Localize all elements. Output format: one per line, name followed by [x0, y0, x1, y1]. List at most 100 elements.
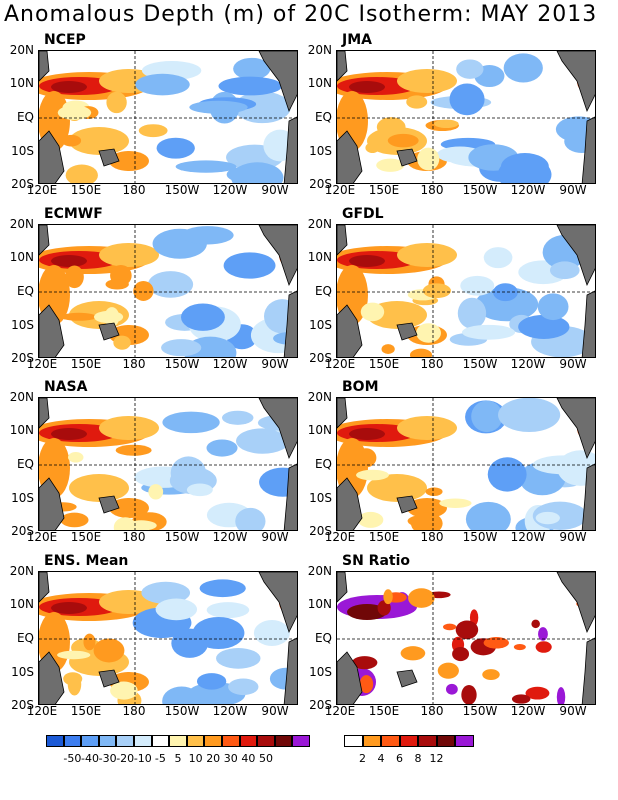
longitude-tick: 90W: [559, 530, 587, 544]
map-panel: [38, 50, 298, 184]
colorbar-swatch: [98, 735, 117, 747]
snr-colorbar: [344, 735, 474, 747]
map-panel: [336, 224, 596, 358]
longitude-tick: 150W: [164, 183, 200, 197]
anomaly-field: [337, 225, 595, 357]
latitude-tick: 10S: [309, 144, 332, 158]
latitude-tick: 20N: [307, 217, 332, 231]
latitude-tick: 10S: [11, 665, 34, 679]
colorbar-swatch: [46, 735, 64, 747]
latitude-tick: 20N: [9, 217, 34, 231]
longitude-tick: 150W: [462, 183, 498, 197]
map-panel: [336, 50, 596, 184]
colorbar-swatch: [436, 735, 455, 747]
colorbar-swatch: [362, 735, 381, 747]
colorbar-swatch: [381, 735, 400, 747]
latitude-tick: 10N: [9, 76, 34, 90]
latitude-tick: 20S: [11, 351, 34, 365]
colorbar-swatch: [81, 735, 99, 747]
longitude-tick: 180: [122, 530, 146, 544]
latitude-tick: 20S: [11, 524, 34, 538]
colorbar-swatch: [399, 735, 418, 747]
colorbar-label: -40: [81, 752, 99, 765]
latitude-tick: 20N: [307, 43, 332, 57]
latitude-tick: 10S: [309, 318, 332, 332]
longitude-tick: 150W: [462, 357, 498, 371]
latitude-tick: 10N: [307, 597, 332, 611]
longitude-tick: 90W: [559, 183, 587, 197]
latitude-tick: 20N: [9, 390, 34, 404]
colorbar-label: 40: [241, 752, 256, 765]
latitude-tick: 10N: [9, 250, 34, 264]
panel-title: ENS. Mean: [44, 553, 129, 569]
colorbar-swatch: [455, 735, 474, 747]
longitude-tick: 120E: [324, 704, 356, 718]
latitude-tick: 20S: [11, 177, 34, 191]
colorbar-swatch: [418, 735, 437, 747]
colorbar-swatch: [63, 735, 82, 747]
anomaly-field: [39, 398, 297, 530]
colorbar-label: 10: [188, 752, 203, 765]
panel-title: JMA: [342, 32, 372, 48]
longitude-tick: 180: [420, 530, 444, 544]
map-panel: [336, 571, 596, 705]
longitude-tick: 150E: [70, 704, 102, 718]
latitude-tick: EQ: [16, 631, 34, 645]
colorbar-label: -20: [116, 752, 135, 765]
colorbar-swatch: [151, 735, 170, 747]
longitude-tick: 150W: [164, 704, 200, 718]
longitude-tick: 120W: [510, 357, 546, 371]
latitude-tick: 10S: [309, 665, 332, 679]
latitude-tick: 10N: [307, 76, 332, 90]
longitude-tick: 150W: [462, 704, 498, 718]
longitude-tick: 120E: [324, 183, 356, 197]
latitude-tick: 20S: [11, 698, 34, 712]
longitude-tick: 90W: [261, 183, 289, 197]
longitude-tick: 180: [122, 704, 146, 718]
colorbar-label: 8: [414, 752, 422, 765]
longitude-tick: 90W: [559, 704, 587, 718]
latitude-tick: 10N: [307, 423, 332, 437]
latitude-tick: EQ: [16, 284, 34, 298]
colorbar-swatch: [292, 735, 310, 747]
latitude-tick: EQ: [314, 110, 332, 124]
colorbar-swatch: [116, 735, 134, 747]
longitude-tick: 180: [122, 357, 146, 371]
colorbar-label: 50: [259, 752, 273, 765]
colorbar-swatch: [274, 735, 293, 747]
latitude-tick: 10N: [9, 423, 34, 437]
longitude-tick: 120W: [212, 357, 248, 371]
longitude-tick: 120W: [212, 530, 248, 544]
colorbar-swatch: [257, 735, 275, 747]
colorbar-swatch: [221, 735, 240, 747]
colorbar-label: 4: [377, 752, 385, 765]
latitude-tick: 10N: [9, 597, 34, 611]
latitude-tick: 10S: [11, 144, 34, 158]
longitude-tick: 120W: [510, 704, 546, 718]
latitude-tick: EQ: [16, 457, 34, 471]
longitude-tick: 180: [420, 704, 444, 718]
latitude-tick: 10S: [309, 491, 332, 505]
latitude-tick: 10N: [307, 250, 332, 264]
longitude-tick: 150E: [368, 530, 400, 544]
colorbar-swatch: [169, 735, 187, 747]
colorbar-swatch: [186, 735, 205, 747]
anomaly-field: [39, 225, 297, 357]
longitude-tick: 150E: [368, 357, 400, 371]
colorbar-swatch: [204, 735, 222, 747]
latitude-tick: 10S: [11, 491, 34, 505]
figure-title: Anomalous Depth (m) of 20C Isotherm: MAY…: [4, 2, 598, 27]
colorbar-label: 5: [174, 752, 182, 765]
colorbar-label: -50: [63, 752, 82, 765]
anomaly-field: [337, 51, 595, 183]
longitude-tick: 180: [420, 183, 444, 197]
colorbar-swatch: [344, 735, 363, 747]
latitude-tick: 20N: [9, 564, 34, 578]
latitude-tick: 20S: [309, 351, 332, 365]
panel-title: NCEP: [44, 32, 86, 48]
latitude-tick: EQ: [16, 110, 34, 124]
map-panel: [38, 571, 298, 705]
colorbar-label: -30: [98, 752, 117, 765]
latitude-tick: EQ: [314, 631, 332, 645]
colorbar-label: 30: [223, 752, 238, 765]
